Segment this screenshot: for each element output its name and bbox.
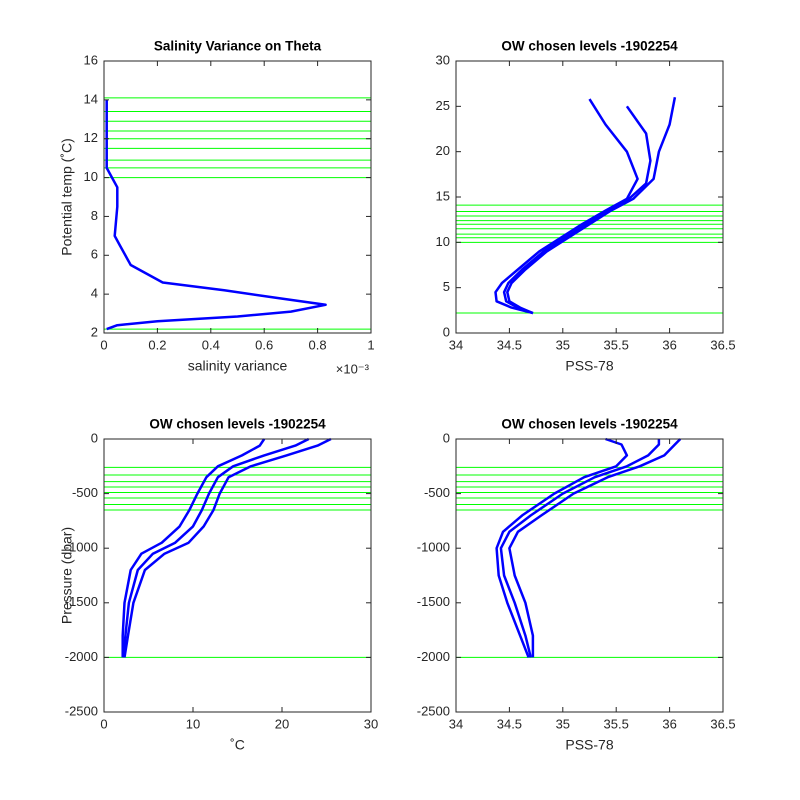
- subplot-title: OW chosen levels -1902254: [501, 417, 678, 432]
- y-tick-label: -500: [424, 485, 450, 500]
- x-tick-label: 34: [449, 337, 463, 352]
- subplot-title: OW chosen levels -1902254: [149, 417, 326, 432]
- x-tick-label: 10: [186, 716, 200, 731]
- y-tick-label: 0: [443, 324, 450, 339]
- x-tick-label: 34.5: [497, 337, 522, 352]
- axes-background: [104, 61, 371, 333]
- x-tick-label: 20: [275, 716, 289, 731]
- x-tick-label: 36.5: [710, 337, 735, 352]
- y-tick-label: -1000: [65, 540, 98, 555]
- profile-line: [123, 437, 332, 658]
- profile-line: [495, 437, 629, 658]
- profile-line: [494, 98, 639, 315]
- x-axis-label: PSS-78: [565, 358, 613, 374]
- y-tick-label: -2000: [417, 649, 450, 664]
- y-tick-label: -1500: [417, 594, 450, 609]
- x-tick-label: 0.2: [148, 337, 166, 352]
- x-tick-label: 36.5: [710, 716, 735, 731]
- profile-line: [508, 438, 682, 658]
- y-tick-label: 14: [84, 91, 98, 106]
- subplot-title: OW chosen levels -1902254: [501, 39, 678, 54]
- x-tick-label: 36: [662, 337, 676, 352]
- profile-line: [502, 105, 652, 315]
- x-tick-label: 30: [364, 716, 378, 731]
- axes-frame: [103, 60, 372, 334]
- y-tick-label: 10: [84, 169, 98, 184]
- y-tick-label: 16: [84, 52, 98, 67]
- x-tick-label: 35: [556, 716, 570, 731]
- y-tick-label: -2500: [65, 703, 98, 718]
- y-tick-label: 12: [84, 130, 98, 145]
- x-axis-label: PSS-78: [565, 737, 613, 753]
- y-tick-label: 2: [91, 324, 98, 339]
- y-axis-label: Potential temp (˚C): [59, 138, 75, 255]
- x-axis-label: salinity variance: [188, 358, 288, 374]
- y-tick-label: -500: [72, 485, 98, 500]
- x-tick-label: 1: [367, 337, 374, 352]
- y-tick-label: -1000: [417, 540, 450, 555]
- profile-line: [122, 437, 310, 658]
- profile-line: [105, 99, 327, 331]
- profile-line: [499, 439, 661, 658]
- y-tick-label: 4: [91, 286, 98, 301]
- x-tick-label: 35: [556, 337, 570, 352]
- subplot-title: Salinity Variance on Theta: [154, 39, 322, 54]
- y-axis-label: Pressure (dbar): [59, 527, 75, 624]
- y-tick-label: 25: [436, 98, 450, 113]
- y-tick-label: 8: [91, 208, 98, 223]
- y-tick-label: 0: [443, 430, 450, 445]
- axes-background: [104, 439, 371, 712]
- y-tick-label: -2500: [417, 703, 450, 718]
- x-tick-label: 0.4: [202, 337, 220, 352]
- x-tick-label: 0: [100, 716, 107, 731]
- profile-line: [121, 438, 266, 658]
- x-tick-label: 0: [100, 337, 107, 352]
- axes-frame: [103, 438, 372, 713]
- x-tick-label: 34: [449, 716, 463, 731]
- y-tick-label: 5: [443, 279, 450, 294]
- x-tick-label: 34.5: [497, 716, 522, 731]
- y-tick-label: 20: [436, 143, 450, 158]
- y-tick-label: 15: [436, 188, 450, 203]
- axes-background: [456, 439, 723, 712]
- x-tick-label: 36: [662, 716, 676, 731]
- y-tick-label: -1500: [65, 594, 98, 609]
- x-tick-label: 0.6: [255, 337, 273, 352]
- axes-background: [456, 61, 723, 333]
- x-tick-label: 35.5: [604, 716, 629, 731]
- x-tick-label: 35.5: [604, 337, 629, 352]
- x-axis-label: ˚C: [230, 737, 245, 753]
- x-tick-label: 0.8: [309, 337, 327, 352]
- y-tick-label: 30: [436, 52, 450, 67]
- profile-line: [506, 97, 677, 315]
- y-tick-label: -2000: [65, 649, 98, 664]
- y-tick-label: 10: [436, 234, 450, 249]
- y-tick-label: 0: [91, 430, 98, 445]
- x-exponent-label: ×10⁻³: [336, 361, 370, 376]
- y-tick-label: 6: [91, 247, 98, 262]
- axes-frame: [455, 438, 724, 713]
